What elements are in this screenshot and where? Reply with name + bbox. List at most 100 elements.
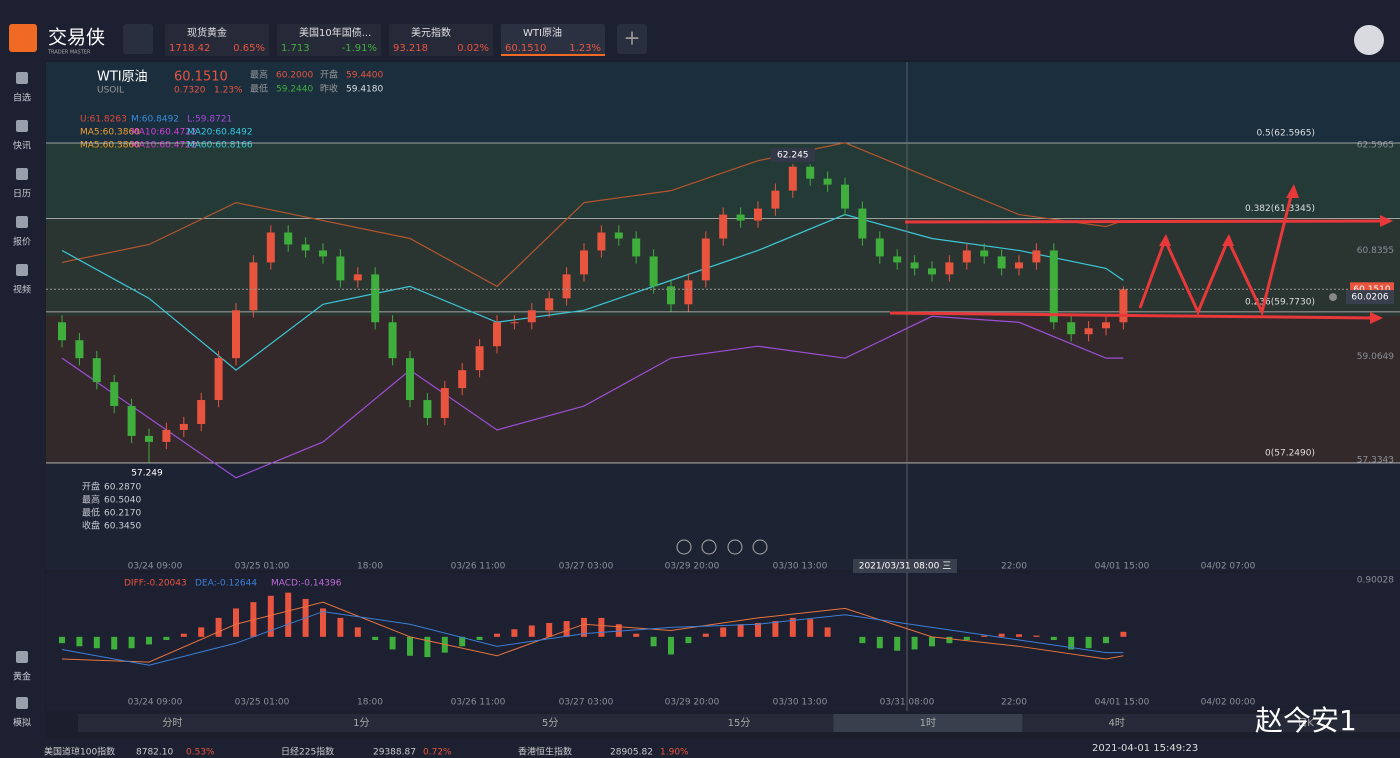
- timeframe[interactable]: 15分: [728, 717, 751, 729]
- macd-bar: [424, 636, 431, 658]
- nav-button[interactable]: [727, 539, 743, 555]
- crosshair-label: 2021/03/31 08:00 三: [859, 562, 952, 572]
- sidebar-item[interactable]: 视频: [13, 284, 31, 296]
- x-tick-label: 22:00: [1001, 698, 1027, 708]
- timeframe[interactable]: 5分: [542, 717, 558, 729]
- macd-bar: [354, 627, 361, 637]
- label: 0.7320: [174, 86, 206, 96]
- macd-bar: [146, 636, 152, 645]
- logo-sub: TRADER MASTER: [47, 50, 91, 56]
- timeframe[interactable]: 分时: [162, 717, 182, 729]
- macd-bar: [668, 636, 674, 655]
- x-tick-label: 18:00: [357, 562, 383, 572]
- candle-body: [754, 208, 762, 221]
- x-tick-label: 18:00: [357, 698, 383, 708]
- timeframe[interactable]: 1时: [920, 717, 936, 729]
- macd-bar: [615, 624, 622, 637]
- macd-bar: [76, 636, 83, 647]
- tab[interactable]: [277, 24, 381, 56]
- macd-bar: [233, 608, 239, 637]
- sidebar-icon: [16, 216, 28, 228]
- candle-body: [249, 262, 258, 311]
- avatar[interactable]: [1354, 25, 1384, 55]
- candle-body: [284, 232, 293, 245]
- boll-line: [61, 142, 1124, 288]
- label: 1718.42: [169, 43, 210, 54]
- min-label: 57.249: [131, 468, 163, 478]
- candle-body: [440, 388, 449, 418]
- indicator-label: MA60:60.8166: [187, 141, 253, 151]
- timeframe-active: [833, 714, 1023, 732]
- max-label: 62.245: [777, 151, 809, 161]
- macd-bar: [998, 633, 1005, 637]
- macd-bar: [1016, 634, 1022, 637]
- x-tick-label: 03/29 20:00: [665, 562, 720, 572]
- macd-bar: [111, 636, 118, 650]
- grid-button[interactable]: [123, 24, 153, 54]
- nav-button[interactable]: [701, 539, 717, 555]
- label: 开盘: [82, 481, 100, 493]
- candle-body: [510, 322, 519, 324]
- indicator-label: MA20:60.8492: [187, 128, 253, 138]
- label: 60.0206: [1351, 293, 1388, 303]
- timeframe[interactable]: 4时: [1109, 717, 1125, 729]
- timeframe[interactable]: 日K: [1297, 718, 1314, 729]
- candle-body: [875, 238, 884, 257]
- indicator-label: MA5:60.3860: [80, 128, 140, 138]
- label: 60.1510: [1353, 285, 1390, 295]
- sidebar-item[interactable]: 日历: [13, 189, 31, 200]
- label: 昨收: [320, 83, 338, 95]
- fib-label: 0.382(61.3345): [1245, 204, 1315, 214]
- candle-body: [1084, 328, 1093, 335]
- candle-body: [110, 382, 119, 407]
- indicator-label: MA5:60.3860: [80, 141, 140, 151]
- macd-bar: [337, 617, 344, 637]
- label: 93.218: [393, 43, 428, 54]
- x-tick-label: 03/30 13:00: [773, 562, 828, 572]
- label: 59.2440: [276, 85, 313, 95]
- macd-bar: [320, 608, 326, 637]
- candle-body: [319, 250, 327, 257]
- candle-body: [162, 429, 171, 442]
- candle-body: [475, 346, 484, 371]
- candle-body: [145, 435, 153, 442]
- nav-button[interactable]: [752, 539, 768, 555]
- candle-body: [545, 298, 554, 311]
- macd-bar: [128, 636, 135, 649]
- candle-body: [423, 400, 432, 418]
- macd-line: [61, 611, 1124, 666]
- label: 59.4400: [346, 71, 383, 81]
- candle-body: [928, 268, 936, 275]
- nav-button[interactable]: [676, 539, 692, 555]
- sidebar-item[interactable]: 模拟: [13, 717, 31, 729]
- candle-body: [197, 400, 206, 424]
- macd-bar: [929, 636, 935, 647]
- add-tab[interactable]: [617, 24, 647, 54]
- sidebar-icon: [16, 651, 28, 663]
- sidebar-item[interactable]: 报价: [13, 236, 31, 248]
- x-tick-label: 03/30 13:00: [773, 698, 828, 708]
- candle-body: [75, 340, 84, 359]
- timeframe[interactable]: 1分: [353, 717, 369, 729]
- sidebar-item[interactable]: 黄金: [13, 671, 31, 683]
- label: 60.3450: [104, 522, 141, 532]
- candle-body: [841, 184, 849, 209]
- add-icon: +: [624, 26, 641, 50]
- sidebar-item[interactable]: 快讯: [13, 140, 31, 152]
- fib-label: 0.236(59.7730): [1245, 297, 1315, 307]
- candle-body: [301, 244, 310, 251]
- sidebar-item[interactable]: 自选: [13, 92, 31, 104]
- macd-bar: [267, 595, 274, 637]
- candle-body: [562, 274, 571, 299]
- label: DIFF:-0.20043: [124, 579, 187, 589]
- tab[interactable]: [165, 24, 269, 56]
- tab[interactable]: [389, 24, 493, 56]
- fib-label: 0.5(62.5965): [1256, 128, 1315, 138]
- macd-bar: [1068, 636, 1075, 650]
- macd-bar: [702, 633, 709, 637]
- macd-bar: [789, 617, 796, 637]
- tab[interactable]: [501, 24, 605, 56]
- macd-bar: [772, 621, 779, 637]
- macd-bar: [946, 636, 953, 644]
- annotation-arrows: [889, 191, 1386, 320]
